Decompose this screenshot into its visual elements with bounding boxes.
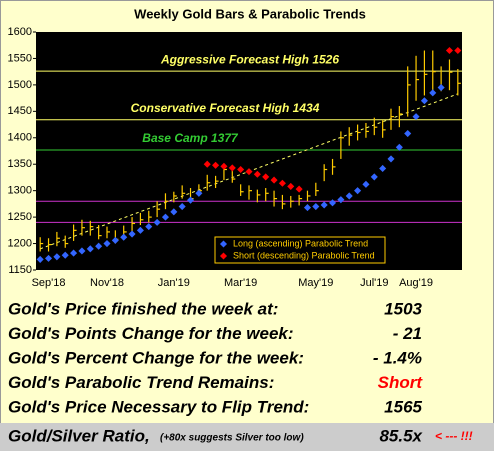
x-tick-label: Jul'19	[360, 277, 388, 289]
trend-dot	[111, 236, 119, 244]
y-tick-label: 1600	[8, 26, 32, 38]
trend-dot	[312, 202, 320, 211]
trend-dot	[153, 218, 161, 226]
trend-dot	[262, 173, 270, 181]
x-tick-label: Aug'19	[399, 277, 433, 289]
trend-dot	[103, 240, 111, 248]
ratio-flag: < --- !!!	[435, 429, 473, 443]
legend-swatch	[219, 252, 228, 260]
trend-dot	[44, 254, 53, 262]
row-label: Gold's Points Change for the week:	[8, 324, 294, 343]
trend-dot	[454, 46, 462, 55]
trend-dot	[228, 164, 236, 172]
row-label: Gold's Parabolic Trend Remains:	[8, 373, 274, 392]
y-tick-label: 1150	[8, 264, 32, 276]
trend-dot	[145, 223, 153, 231]
trend-dot	[437, 83, 445, 92]
trend-dot	[36, 255, 44, 263]
reference-label: Conservative Forecast High 1434	[131, 101, 320, 115]
trend-dot	[395, 143, 403, 151]
trend-dot	[128, 230, 136, 238]
trend-dot	[253, 170, 261, 178]
x-tick-label: Jan'19	[158, 277, 190, 289]
trend-dot	[362, 180, 370, 188]
trend-dot	[337, 196, 345, 204]
y-tick-label: 1300	[8, 185, 32, 197]
trend-dot	[186, 196, 195, 204]
trend-dot	[320, 201, 328, 209]
legend-label: Short (descending) Parabolic Trend	[233, 250, 375, 260]
trend-dot	[328, 199, 337, 207]
y-tick-label: 1450	[8, 105, 32, 117]
row-value: - 21	[393, 324, 422, 343]
trend-dot	[245, 168, 253, 176]
trend-dot	[170, 208, 178, 216]
x-tick-label: Mar'19	[224, 277, 257, 289]
legend-label: Long (ascending) Parabolic Trend	[233, 238, 368, 248]
y-tick-label: 1400	[8, 132, 32, 144]
chart-title: Weekly Gold Bars & Parabolic Trends	[134, 6, 366, 21]
trend-dot	[195, 189, 203, 197]
trend-dot	[70, 249, 78, 257]
trend-dot	[212, 161, 220, 169]
row-value: 1503	[384, 299, 422, 318]
reference-label: Base Camp 1377	[142, 131, 239, 145]
ratio-row-bg	[0, 423, 494, 451]
y-tick-label: 1250	[8, 211, 32, 223]
trend-dot	[303, 204, 312, 212]
y-tick-label: 1200	[8, 237, 32, 249]
trend-dot	[370, 173, 378, 181]
trend-dot	[404, 130, 412, 138]
trend-dot	[53, 253, 61, 261]
row-label: Gold's Percent Change for the week:	[8, 348, 304, 367]
legend-box	[214, 236, 386, 264]
trend-dot	[420, 97, 428, 105]
trend-dot	[203, 160, 211, 168]
y-tick-label: 1550	[8, 52, 32, 64]
trend-dot	[354, 187, 362, 195]
trend-dot	[86, 245, 94, 253]
row-label: Gold's Price Necessary to Flip Trend:	[8, 397, 309, 416]
row-value: 1565	[384, 397, 422, 416]
trend-dot	[429, 89, 437, 97]
trend-dot	[412, 113, 420, 121]
trend-dot	[270, 176, 278, 184]
plot-area	[36, 32, 462, 270]
row-value: Short	[378, 373, 424, 392]
x-tick-label: Sep'18	[32, 277, 66, 289]
reference-label: Aggressive Forecast High 1526	[160, 52, 339, 66]
trend-dot	[237, 165, 245, 174]
row-value: - 1.4%	[373, 348, 422, 367]
trend-dot	[178, 202, 186, 211]
trend-dot	[78, 247, 86, 255]
trend-dot	[295, 185, 303, 193]
trend-dot	[220, 162, 228, 170]
ratio-value: 85.5x	[379, 426, 423, 445]
y-tick-label: 1500	[8, 79, 32, 91]
trend-dot	[136, 226, 144, 234]
x-tick-label: May'19	[298, 277, 333, 289]
trend-dot	[161, 213, 170, 221]
ratio-label: Gold/Silver Ratio,	[8, 426, 150, 445]
y-tick-label: 1350	[8, 158, 32, 170]
trend-dot	[387, 155, 395, 163]
trend-dot	[379, 164, 387, 172]
row-label: Gold's Price finished the week at:	[8, 299, 278, 318]
trend-dot	[278, 179, 286, 187]
trend-dot	[120, 233, 128, 241]
ratio-note: (+80x suggests Silver too low)	[160, 433, 304, 444]
legend-swatch	[219, 240, 228, 248]
trend-dot	[345, 192, 353, 200]
trend-dot	[287, 182, 295, 190]
x-tick-label: Nov'18	[90, 277, 124, 289]
trend-dot	[445, 46, 454, 55]
trend-dot	[95, 242, 103, 250]
